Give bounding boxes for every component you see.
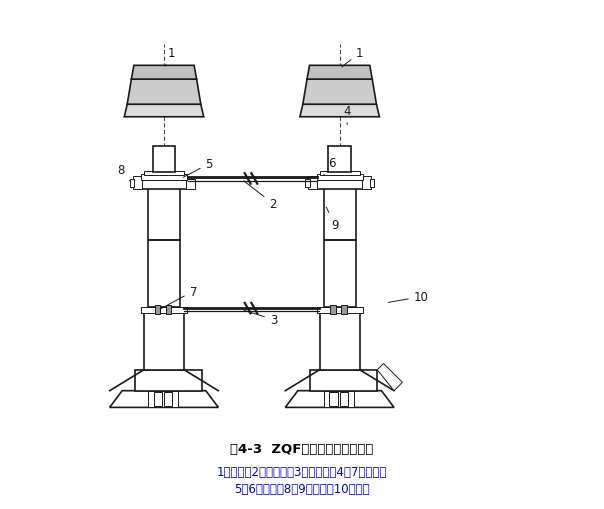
Text: 6: 6 xyxy=(324,157,336,176)
Bar xyxy=(164,392,172,406)
Bar xyxy=(339,392,348,406)
Bar xyxy=(329,147,351,173)
Text: 9: 9 xyxy=(326,208,338,231)
Polygon shape xyxy=(378,364,402,391)
Bar xyxy=(316,307,362,314)
Bar xyxy=(306,180,309,187)
Text: 1: 1 xyxy=(165,47,175,67)
Bar xyxy=(320,312,360,370)
Polygon shape xyxy=(124,105,204,118)
Text: 8: 8 xyxy=(118,164,130,182)
Text: 1－立柱；2－上连杆；3－下连杆；4、7－立销；: 1－立柱；2－上连杆；3－下连杆；4、7－立销； xyxy=(217,465,387,478)
Bar xyxy=(316,180,362,189)
Bar xyxy=(153,392,162,406)
Text: 4: 4 xyxy=(344,105,351,125)
Polygon shape xyxy=(285,391,394,408)
Text: 3: 3 xyxy=(244,311,277,326)
Text: 5、6－卡子；8、9－挡块；10－压板: 5、6－卡子；8、9－挡块；10－压板 xyxy=(234,482,370,495)
Text: 5: 5 xyxy=(183,158,213,178)
Polygon shape xyxy=(307,66,372,80)
Bar xyxy=(370,180,374,187)
Bar xyxy=(186,180,194,189)
Bar xyxy=(130,180,134,187)
Polygon shape xyxy=(300,105,379,118)
Bar xyxy=(329,392,338,406)
Bar xyxy=(133,177,142,189)
Bar xyxy=(320,172,360,176)
Text: 1: 1 xyxy=(342,47,364,68)
Bar xyxy=(165,306,171,314)
Bar xyxy=(148,188,180,307)
Bar xyxy=(144,312,184,370)
Polygon shape xyxy=(303,80,376,105)
Text: 图4-3  ZQF型防倒防滑切顶支柱: 图4-3 ZQF型防倒防滑切顶支柱 xyxy=(230,442,374,456)
Bar xyxy=(324,391,354,408)
Text: 7: 7 xyxy=(160,285,197,309)
Bar xyxy=(310,370,378,391)
Bar xyxy=(330,306,336,314)
Bar xyxy=(141,307,187,314)
Bar xyxy=(153,147,175,173)
Bar xyxy=(155,306,160,314)
Bar xyxy=(135,370,202,391)
Polygon shape xyxy=(127,80,201,105)
Bar xyxy=(362,177,371,189)
Bar xyxy=(148,391,178,408)
Polygon shape xyxy=(132,66,197,80)
Bar xyxy=(144,172,184,176)
Text: 10: 10 xyxy=(388,291,429,303)
Polygon shape xyxy=(110,391,219,408)
Bar xyxy=(324,188,356,307)
Bar xyxy=(316,175,362,181)
Bar xyxy=(308,177,318,189)
Bar xyxy=(141,175,187,181)
Bar xyxy=(141,180,187,189)
Text: 2: 2 xyxy=(243,181,277,210)
Bar xyxy=(341,306,347,314)
